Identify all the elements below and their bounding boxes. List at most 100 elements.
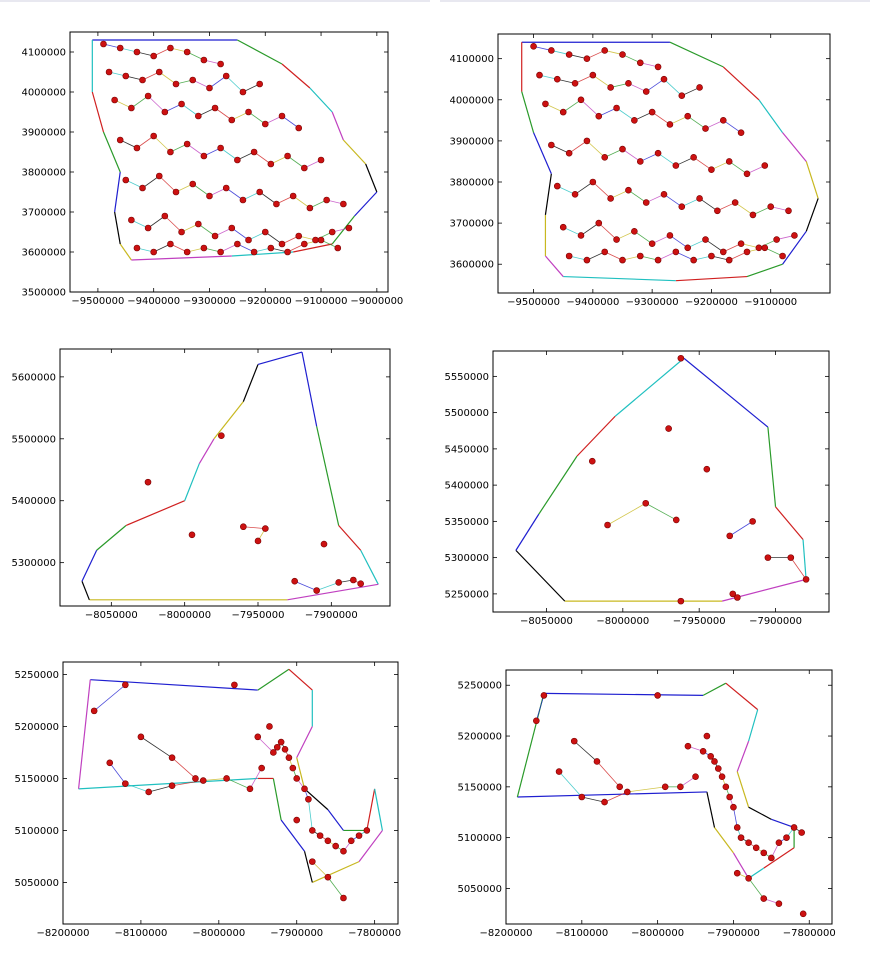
- data-point: [767, 203, 775, 210]
- cell-edge: [294, 580, 317, 591]
- data-point: [273, 743, 281, 751]
- y-tick-label: 5250000: [14, 670, 59, 681]
- data-point: [100, 40, 107, 48]
- data-point: [167, 240, 174, 248]
- data-point: [619, 51, 626, 58]
- data-point: [729, 590, 737, 598]
- panel-georgia-original: −9500000 −9400000 −9300000 −9200000 −9100000…: [21, 31, 403, 307]
- boundary-edge: [288, 668, 313, 691]
- data-point: [571, 80, 579, 87]
- data-point: [702, 236, 709, 243]
- x-tick-label: −9100000: [744, 297, 797, 308]
- boundary-edge: [515, 513, 540, 551]
- y-tick-label: 5100000: [457, 833, 502, 844]
- data-point: [340, 200, 347, 208]
- data-point: [301, 164, 308, 172]
- data-point: [672, 248, 680, 256]
- cell-edge: [220, 147, 238, 161]
- cell-edge: [734, 202, 754, 216]
- data-point: [289, 192, 297, 200]
- data-point: [749, 518, 756, 525]
- data-point: [654, 149, 662, 157]
- data-point: [588, 457, 596, 465]
- boundary-edge: [533, 132, 552, 175]
- cell-edge: [158, 175, 177, 193]
- boundary-edge: [722, 66, 760, 101]
- data-point: [571, 191, 579, 198]
- data-point: [144, 92, 152, 100]
- data-point: [328, 228, 336, 236]
- data-point: [718, 773, 726, 780]
- data-point: [324, 873, 332, 881]
- y-tick-label: 5200000: [14, 722, 59, 733]
- data-point: [206, 192, 213, 200]
- boundary-edge: [365, 163, 378, 193]
- data-point: [111, 96, 118, 104]
- data-point: [188, 531, 196, 539]
- data-point: [172, 188, 180, 196]
- data-point: [144, 478, 152, 486]
- cell-edge: [292, 195, 311, 209]
- data-point: [752, 844, 760, 852]
- x-tick-label: −9500000: [507, 297, 560, 308]
- boundary-edge: [538, 455, 578, 515]
- y-tick-label: 5150000: [457, 782, 502, 793]
- data-point: [791, 232, 798, 239]
- data-point: [654, 63, 662, 71]
- data-point: [760, 895, 768, 902]
- boundary-edge: [767, 427, 777, 507]
- data-point: [261, 120, 269, 128]
- data-point: [139, 184, 146, 192]
- cell-edge: [153, 135, 171, 153]
- data-point: [122, 72, 130, 80]
- cell-edge: [628, 189, 647, 203]
- data-point: [323, 196, 330, 204]
- data-point: [666, 232, 674, 239]
- data-point: [335, 579, 342, 586]
- y-tick-label: 5450000: [444, 444, 489, 455]
- data-point: [270, 749, 277, 756]
- boundary-edge: [725, 682, 759, 711]
- data-point: [178, 100, 185, 108]
- data-point: [619, 145, 626, 153]
- data-point: [660, 75, 668, 83]
- data-point: [677, 597, 685, 605]
- cell-edge: [733, 807, 738, 828]
- cell-edge: [657, 152, 677, 166]
- boundary-edge: [614, 357, 685, 417]
- data-point: [703, 732, 711, 740]
- data-point: [168, 754, 176, 761]
- y-tick-label: 3500000: [21, 288, 66, 299]
- data-point: [313, 587, 320, 594]
- data-point: [625, 80, 632, 87]
- cell-edge: [159, 71, 177, 85]
- boundary-edge: [771, 818, 795, 829]
- cell-edge: [645, 78, 665, 92]
- data-point: [616, 783, 624, 791]
- data-point: [565, 149, 573, 157]
- data-point: [334, 244, 342, 252]
- data-point: [340, 847, 347, 855]
- data-point: [200, 152, 208, 160]
- data-point: [690, 256, 697, 264]
- cell-edge: [729, 521, 753, 537]
- data-point: [583, 137, 591, 145]
- data-point: [312, 236, 319, 244]
- y-tick-label: 5550000: [444, 372, 489, 383]
- data-point: [116, 44, 124, 52]
- data-point: [660, 191, 668, 198]
- cell-edge: [651, 111, 671, 125]
- data-point: [254, 733, 262, 741]
- data-point: [548, 47, 555, 54]
- boundary-edge: [90, 679, 258, 691]
- data-point: [234, 240, 241, 248]
- data-point: [332, 842, 339, 850]
- boundary-edge: [802, 539, 807, 580]
- data-point: [150, 132, 157, 140]
- data-point: [684, 742, 692, 750]
- data-point: [155, 68, 163, 76]
- data-point: [624, 788, 631, 796]
- data-point: [737, 240, 745, 247]
- x-tick-label: −8050000: [520, 616, 573, 627]
- y-tick-label: 3800000: [449, 178, 494, 189]
